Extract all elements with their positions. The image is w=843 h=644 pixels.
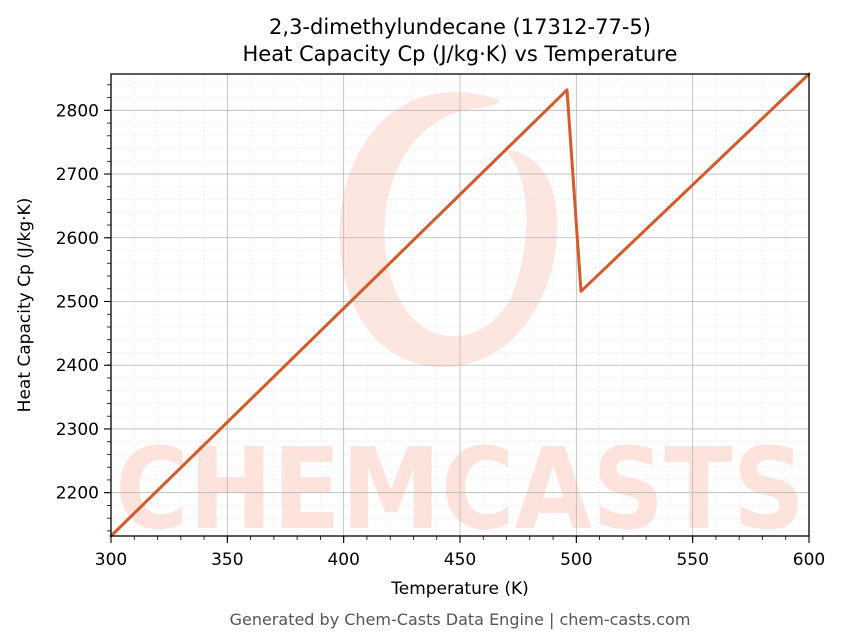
y-tick-label: 2700 [56,165,99,185]
x-tick-label: 450 [444,550,476,570]
x-tick-label: 550 [676,550,708,570]
x-tick-label: 400 [327,550,359,570]
x-tick-label: 500 [560,550,592,570]
x-axis-label: Temperature (K) [390,579,529,599]
y-tick-label: 2800 [56,101,99,121]
x-tick-label: 600 [793,550,825,570]
chart-title-line2: Heat Capacity Cp (J/kg·K) vs Temperature [243,42,678,66]
series-layer [109,72,811,538]
x-tick-label: 350 [211,550,243,570]
y-tick-label: 2400 [56,356,99,376]
y-tick-label: 2500 [56,292,99,312]
watermark-swirl [339,92,558,368]
chart-title-line1: 2,3-dimethylundecane (17312-77-5) [269,15,651,39]
footer-credit: Generated by Chem-Casts Data Engine | ch… [230,610,691,629]
x-tick-label: 300 [95,550,127,570]
y-axis-label: Heat Capacity Cp (J/kg·K) [15,198,35,413]
y-tick-label: 2300 [56,420,99,440]
ticks-layer: 300 350 400 450 500 550 600 2200 2300 2400 2500 260… [56,84,825,570]
y-tick-label: 2200 [56,484,99,504]
series-line [109,72,811,538]
y-tick-label: 2600 [56,229,99,249]
